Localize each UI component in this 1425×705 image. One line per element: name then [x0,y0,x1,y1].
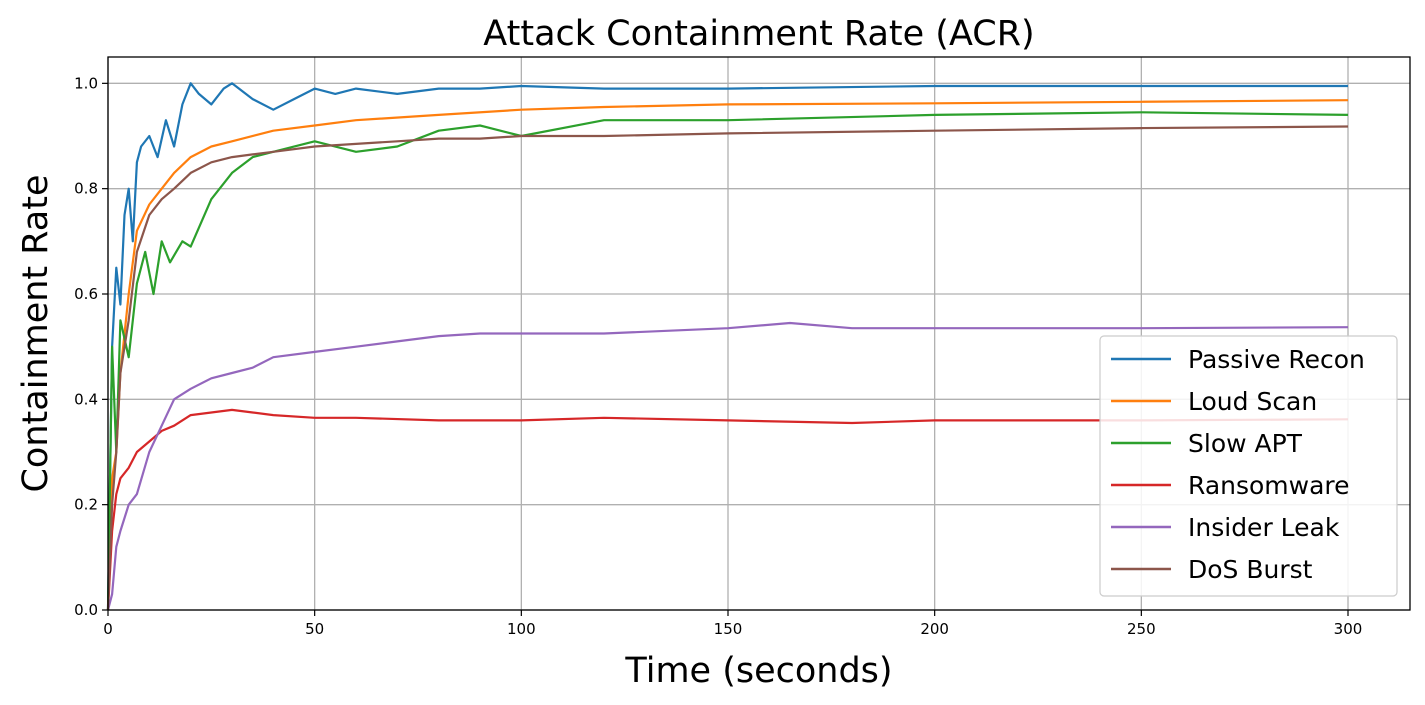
y-tick-label: 0.4 [74,390,98,408]
chart-title: Attack Containment Rate (ACR) [483,14,1034,54]
series-line-ransomware [106,408,1349,611]
legend-label-dos-burst: DoS Burst [1188,555,1313,584]
x-tick-label: 300 [1334,620,1363,638]
legend-box [1099,335,1398,597]
series-layer [106,82,1349,611]
x-tick-label: 150 [714,620,743,638]
y-tick-label: 0.2 [74,496,98,514]
x-tick-label: 0 [103,620,113,638]
series-line-dos-burst [106,125,1349,611]
x-tick-label: 250 [1127,620,1156,638]
series-line-loud-scan [106,99,1349,611]
tick-layer: 0 50 100 150 200 250 300 0.0 0.2 0.4 0.6 0.8 1.0 [74,74,1362,638]
y-tick-label: 0.6 [74,285,98,303]
legend-label-ransomware: Ransomware [1188,471,1350,500]
series-line-passive-recon [106,82,1348,611]
legend-label-passive-recon: Passive Recon [1188,345,1365,374]
y-tick-label: 0.0 [74,601,98,619]
x-tick-label: 50 [305,620,324,638]
legend: Passive Recon Loud Scan Slow APT Ransomware… [1099,335,1398,597]
legend-label-insider-leak: Insider Leak [1188,513,1340,542]
legend-label-slow-apt: Slow APT [1188,429,1303,458]
legend-label-loud-scan: Loud Scan [1188,387,1317,416]
y-axis-label: Containment Rate [16,174,56,492]
x-axis-label: Time (seconds) [624,651,892,691]
plot-frame [107,56,1411,611]
series-line-slow-apt [106,111,1349,611]
y-tick-label: 1.0 [74,74,98,92]
x-tick-label: 200 [920,620,949,638]
y-tick-label: 0.8 [74,180,98,198]
x-tick-label: 100 [507,620,536,638]
series-line-insider-leak [106,321,1349,611]
